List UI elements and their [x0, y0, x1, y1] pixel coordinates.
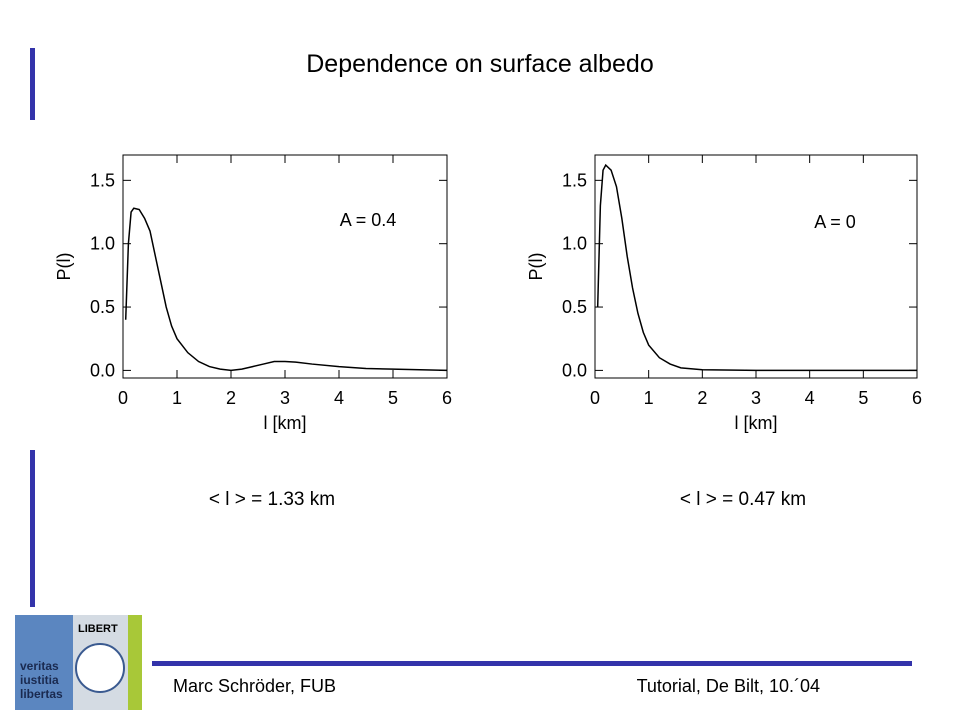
logo-motto: veritas [20, 659, 59, 673]
annotation: A = 0 [814, 212, 856, 232]
y-tick-label: 1.0 [90, 234, 115, 254]
footer-line [152, 661, 912, 666]
x-tick-label: 0 [118, 388, 128, 408]
slide-title: Dependence on surface albedo [306, 50, 654, 78]
data-line [124, 207, 448, 372]
x-tick-label: 1 [172, 388, 182, 408]
y-tick-label: 1.5 [90, 170, 115, 190]
plot-frame [122, 154, 448, 379]
y-tick-label: 1.0 [562, 234, 587, 254]
x-tick-label: 4 [805, 388, 815, 408]
x-tick-label: 4 [334, 388, 344, 408]
footer-author: Marc Schröder, FUB [173, 676, 336, 696]
seal-circle [75, 643, 125, 693]
y-tick-label: 0.0 [562, 360, 587, 380]
x-tick-label: 3 [280, 388, 290, 408]
logo-motto: iustitia [20, 673, 59, 687]
y-tick-label: 0.5 [90, 297, 115, 317]
x-tick-label: 6 [442, 388, 452, 408]
footer-event: Tutorial, De Bilt, 10.´04 [637, 676, 820, 696]
plot-frame [594, 154, 918, 379]
accent-bar [30, 48, 35, 120]
y-tick-label: 0.5 [562, 297, 587, 317]
logo-bar [128, 615, 142, 710]
y-axis-label: P(l) [54, 253, 74, 281]
x-tick-label: 6 [912, 388, 922, 408]
y-axis-label: P(l) [526, 253, 546, 281]
logo-motto: libertas [20, 687, 63, 701]
x-tick-label: 3 [751, 388, 761, 408]
logo-panel [15, 615, 73, 710]
y-tick-label: 0.0 [90, 360, 115, 380]
x-tick-label: 5 [388, 388, 398, 408]
y-tick-label: 1.5 [562, 170, 587, 190]
x-tick-label: 0 [590, 388, 600, 408]
seal-text: LIBERT [78, 623, 118, 635]
x-axis-label: l [km] [735, 413, 778, 433]
x-tick-label: 1 [644, 388, 654, 408]
x-axis-label: l [km] [264, 413, 307, 433]
x-tick-label: 2 [226, 388, 236, 408]
accent-bar [30, 450, 35, 607]
x-tick-label: 2 [697, 388, 707, 408]
mean-caption: < l > = 0.47 km [680, 489, 806, 510]
data-line [596, 163, 917, 372]
mean-caption: < l > = 1.33 km [209, 489, 335, 510]
x-tick-label: 5 [858, 388, 868, 408]
annotation: A = 0.4 [340, 210, 397, 230]
